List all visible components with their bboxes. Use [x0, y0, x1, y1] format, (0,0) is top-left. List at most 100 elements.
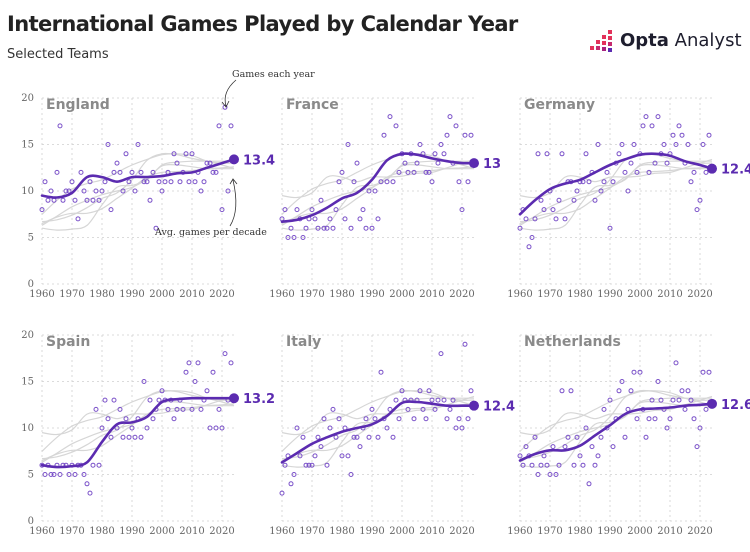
games-point — [447, 406, 453, 412]
games-point — [198, 406, 204, 412]
games-point — [111, 169, 117, 175]
games-point — [405, 169, 411, 175]
games-point — [321, 225, 327, 231]
games-point — [589, 444, 595, 450]
games-point — [562, 216, 568, 222]
games-point — [685, 388, 691, 394]
games-point — [444, 132, 450, 138]
games-point — [529, 235, 535, 240]
x-tick-label: 1990 — [597, 526, 622, 537]
games-point — [297, 453, 303, 459]
games-point — [523, 216, 529, 222]
x-tick-label: 2020 — [687, 526, 712, 537]
games-point — [559, 388, 565, 394]
games-point — [676, 397, 682, 403]
games-point — [108, 434, 114, 440]
games-point — [162, 179, 168, 185]
end-value-label: 12.4 — [483, 400, 515, 415]
x-tick-label: 2010 — [179, 526, 204, 537]
games-point — [45, 197, 51, 203]
games-point — [544, 462, 550, 468]
games-point — [541, 453, 547, 459]
games-point — [538, 197, 544, 203]
games-point — [622, 169, 628, 175]
games-point — [228, 123, 234, 129]
avg-trend-line — [40, 396, 236, 469]
games-point — [396, 416, 402, 422]
games-point — [423, 169, 429, 175]
games-point — [700, 142, 706, 147]
x-tick-label: 1960 — [29, 289, 54, 300]
games-point — [444, 416, 450, 422]
games-point — [303, 462, 309, 468]
games-point — [327, 216, 333, 222]
games-point — [682, 406, 688, 412]
games-point — [526, 244, 532, 250]
games-point — [390, 434, 396, 440]
games-point — [402, 160, 408, 166]
games-point — [520, 462, 526, 468]
games-point — [450, 397, 456, 403]
games-point — [180, 406, 186, 412]
x-tick-label: 1960 — [29, 526, 54, 537]
games-point — [156, 179, 162, 185]
games-point — [204, 160, 210, 166]
games-point — [357, 444, 363, 450]
games-point — [438, 142, 444, 147]
x-tick-label: 1970 — [59, 526, 84, 537]
x-tick-label: 1970 — [299, 526, 324, 537]
games-point — [306, 462, 312, 468]
games-point — [42, 472, 48, 477]
games-point — [637, 369, 643, 375]
panel-germany: 1960 1970 1980 1990 2000 2010 2020 Germany 12.4 — [507, 97, 750, 300]
y-tick-label: 10 — [21, 423, 34, 434]
games-point — [595, 453, 601, 459]
games-point — [282, 462, 288, 468]
games-point — [165, 406, 171, 412]
x-tick-label: 2010 — [419, 289, 444, 300]
games-point — [556, 197, 562, 203]
games-point — [652, 160, 658, 166]
games-point — [372, 416, 378, 422]
games-point — [312, 453, 318, 459]
games-point — [459, 425, 465, 431]
games-point — [583, 425, 589, 431]
games-point — [132, 188, 138, 194]
games-point — [285, 235, 291, 240]
games-point — [628, 160, 634, 166]
games-point — [411, 416, 417, 422]
games-point — [318, 444, 324, 450]
games-point — [685, 142, 691, 147]
games-point — [441, 151, 447, 157]
games-point — [372, 188, 378, 194]
other-team-trend-line — [519, 395, 713, 436]
games-point — [538, 462, 544, 468]
games-point — [114, 425, 120, 431]
games-point — [174, 160, 180, 166]
x-tick-label: 1980 — [329, 289, 354, 300]
games-point — [159, 388, 165, 394]
games-point — [324, 225, 330, 231]
games-point — [393, 123, 399, 129]
y-tick-label: 10 — [21, 186, 34, 197]
games-point — [631, 369, 637, 375]
games-point — [153, 225, 159, 231]
team-label: Spain — [46, 334, 90, 350]
games-point — [366, 188, 372, 194]
games-point — [429, 179, 435, 185]
team-label: Netherlands — [524, 334, 621, 350]
games-point — [207, 425, 213, 431]
games-point — [129, 425, 135, 431]
games-point — [291, 235, 297, 240]
games-point — [625, 188, 631, 194]
x-tick-label: 2020 — [209, 526, 234, 537]
games-point — [210, 369, 216, 375]
games-point — [339, 169, 345, 175]
games-point — [583, 151, 589, 157]
opta-dots-icon — [590, 30, 612, 52]
games-point — [138, 434, 144, 440]
games-point — [414, 160, 420, 166]
games-point — [607, 225, 613, 231]
games-point — [664, 425, 670, 431]
games-point — [51, 197, 57, 203]
